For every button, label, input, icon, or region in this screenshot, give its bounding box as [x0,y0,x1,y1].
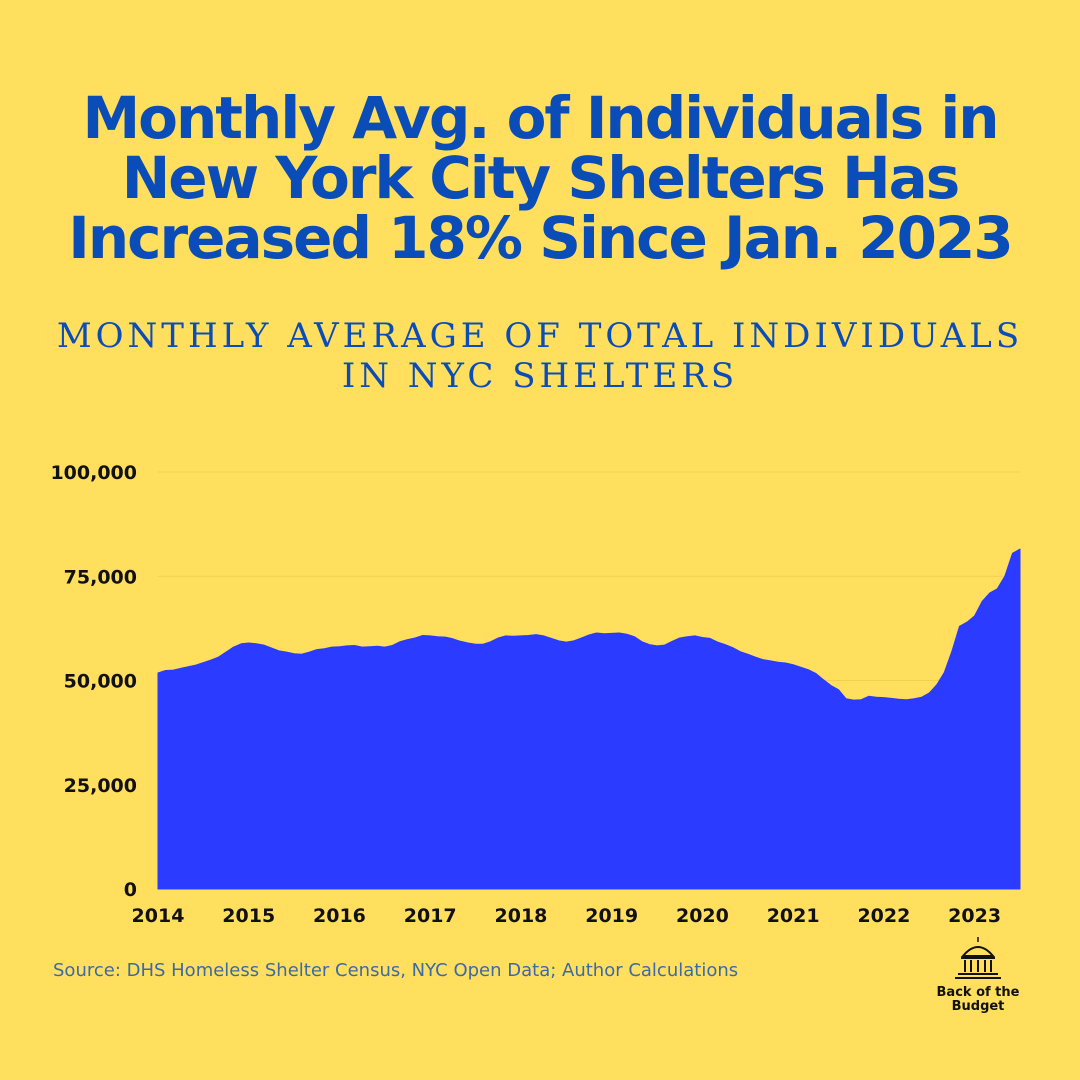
x-tick-label: 2014 [132,905,185,927]
y-tick-label: 50,000 [64,671,137,693]
y-tick-label: 75,000 [64,566,137,588]
y-tick-label: 25,000 [64,775,137,797]
chart-title: Monthly Avg. of Individuals in New York … [68,84,1013,272]
back-of-the-budget-logo: Back of the Budget [926,936,1030,1036]
x-tick-label: 2022 [857,905,910,927]
chart-subtitle: MONTHLY AVERAGE OF TOTAL INDIVIDUALS IN … [56,316,1024,396]
x-axis-tick-labels: 2014 2015 2016 2017 2018 2019 2020 2021 2022 2023 [132,905,1002,927]
y-tick-label: 100,000 [50,462,137,484]
x-tick-label: 2021 [767,905,820,927]
y-axis-tick-labels: 0 25,000 50,000 75,000 100,000 [50,462,137,901]
area-series [157,548,1021,890]
x-tick-label: 2015 [222,905,275,927]
area-shelter-individuals [157,548,1021,890]
logo-text: Back of the Budget [936,985,1020,1014]
y-tick-label: 0 [124,879,137,901]
x-tick-label: 2020 [676,905,729,927]
x-tick-label: 2016 [313,905,366,927]
source-note: Source: DHS Homeless Shelter Census, NYC… [53,960,739,981]
x-tick-label: 2018 [495,905,548,927]
x-tick-label: 2017 [404,905,457,927]
capitol-dome-icon [955,937,1001,979]
x-tick-label: 2023 [948,905,1001,927]
x-tick-label: 2019 [585,905,638,927]
